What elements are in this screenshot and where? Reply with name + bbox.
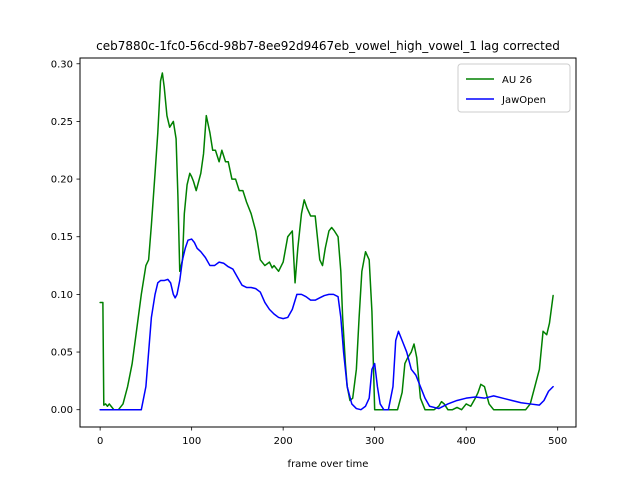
x-tick-label: 0: [97, 436, 103, 447]
plot-area-frame: [79, 57, 577, 428]
chart-title: ceb7880c-1fc0-56cd-98b7-8ee92d9467eb_vow…: [96, 39, 560, 53]
y-axis: 0.00 0.05 0.10 0.15 0.20 0.25 0.30: [51, 59, 80, 416]
x-axis: 0 100 200 300 400 500: [97, 427, 567, 447]
y-tick-label: 0.05: [51, 348, 73, 359]
y-tick-label: 0.20: [51, 175, 73, 186]
y-tick-label: 0.15: [51, 232, 73, 243]
x-tick-label: 200: [274, 436, 293, 447]
x-axis-label: frame over time: [288, 459, 369, 470]
legend: AU 26 JawOpen: [457, 63, 571, 113]
legend-label-jawopen: JawOpen: [501, 95, 546, 106]
x-tick-label: 300: [365, 436, 384, 447]
series-line-au-26: [99, 72, 554, 411]
x-tick-label: 400: [457, 436, 476, 447]
series-layer: [99, 72, 554, 411]
series-line-jawopen: [99, 238, 554, 411]
legend-label-au-26: AU 26: [502, 75, 532, 86]
x-tick-label: 500: [548, 436, 567, 447]
legend-box: [457, 63, 571, 113]
x-tick-label: 100: [182, 436, 201, 447]
y-tick-label: 0.25: [51, 117, 73, 128]
y-tick-label: 0.00: [51, 405, 73, 416]
y-tick-label: 0.30: [51, 59, 73, 70]
y-tick-label: 0.10: [51, 290, 73, 301]
